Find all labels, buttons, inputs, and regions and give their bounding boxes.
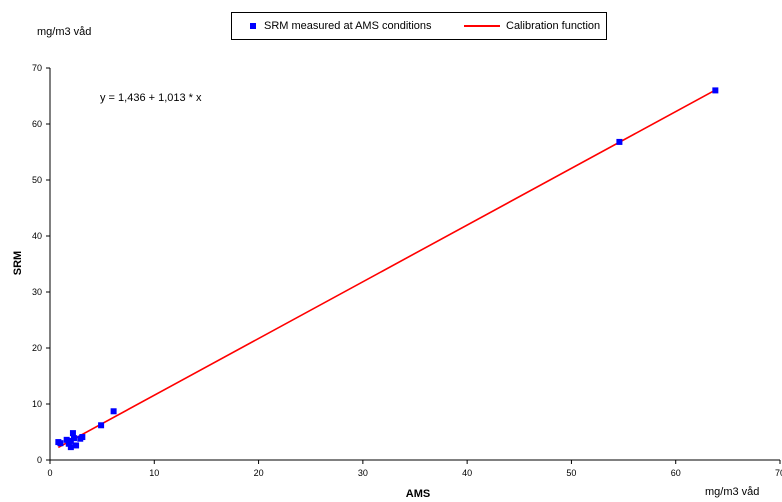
x-tick-label: 70	[775, 468, 782, 478]
y-tick-label: 0	[37, 455, 42, 465]
x-tick-label: 0	[47, 468, 52, 478]
x-tick-label: 50	[566, 468, 576, 478]
data-point	[67, 437, 74, 444]
calibration-line-group	[57, 89, 716, 449]
data-points-group	[55, 87, 719, 451]
data-point	[69, 430, 76, 437]
x-tick-label: 30	[358, 468, 368, 478]
x-tick-label: 20	[254, 468, 264, 478]
legend-item-calibration: Calibration function	[464, 13, 600, 39]
legend-marker-square	[250, 23, 256, 29]
calibration-line	[57, 89, 716, 449]
x-axis-unit: mg/m3 våd	[705, 486, 760, 498]
data-point	[73, 442, 80, 449]
legend: SRM measured at AMS conditions Calibrati…	[231, 12, 607, 40]
data-point	[79, 434, 86, 441]
y-tick-label: 20	[32, 343, 42, 353]
y-tick-label: 30	[32, 287, 42, 297]
y-tick-label: 60	[32, 119, 42, 129]
y-tick-label: 70	[32, 63, 42, 73]
y-axis-unit: mg/m3 våd	[37, 26, 92, 38]
data-point	[712, 87, 719, 94]
y-tick-label: 50	[32, 175, 42, 185]
x-axis-ticks: 0 10 20 30 40 50 60 70	[47, 460, 782, 478]
y-tick-label: 40	[32, 231, 42, 241]
x-axis-title: AMS	[406, 488, 430, 500]
legend-label-srm: SRM measured at AMS conditions	[264, 20, 432, 32]
x-tick-label: 10	[149, 468, 159, 478]
legend-marker-line	[464, 25, 500, 27]
data-point	[57, 440, 64, 447]
legend-label-calibration: Calibration function	[506, 20, 601, 32]
data-point	[616, 138, 623, 145]
regression-equation: y = 1,436 + 1,013 * x	[100, 92, 202, 104]
y-tick-label: 10	[32, 399, 42, 409]
legend-item-srm: SRM measured at AMS conditions	[250, 13, 432, 39]
y-axis-ticks: 0 10 20 30 40 50 60 70	[32, 63, 50, 465]
x-tick-label: 60	[671, 468, 681, 478]
data-point	[67, 444, 74, 451]
data-point	[98, 422, 105, 429]
data-point	[63, 436, 70, 443]
axes	[49, 68, 780, 461]
x-tick-label: 40	[462, 468, 472, 478]
data-point	[70, 435, 77, 442]
data-point	[110, 408, 117, 415]
y-axis-title: SRM	[12, 251, 24, 275]
